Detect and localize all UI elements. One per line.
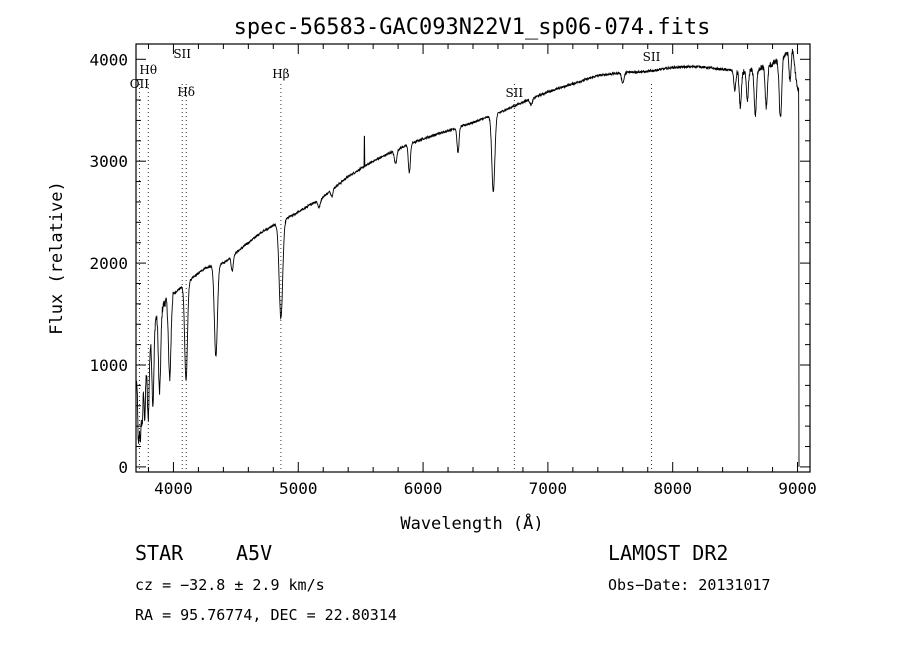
line-marker-label: Hβ [272,67,289,81]
line-marker-label: SII [505,86,523,100]
line-marker-label: SII [643,50,661,64]
y-tick-label: 1000 [89,356,128,375]
line-marker-label: Hθ [139,63,157,77]
chart-title: spec-56583-GAC093N22V1_sp06-074.fits [234,15,711,40]
x-tick-label: 8000 [653,479,692,498]
line-marker-label: OII [130,77,150,91]
spectral-subclass: A5V [236,541,272,565]
y-tick-label: 3000 [89,152,128,171]
x-tick-label: 7000 [529,479,568,498]
y-tick-label: 4000 [89,50,128,69]
observation-date: Obs−Date: 20131017 [608,576,771,594]
spectrum-line [136,48,800,467]
survey-name: LAMOST DR2 [608,541,728,565]
y-tick-label: 2000 [89,254,128,273]
redshift-text: cz = −32.8 ± 2.9 km/s [135,576,325,594]
coordinates-text: RA = 95.76774, DEC = 22.80314 [135,606,397,624]
x-tick-label: 4000 [154,479,193,498]
line-marker-label: SII [173,47,191,61]
x-tick-label: 9000 [778,479,817,498]
x-axis-label: Wavelength (Å) [400,512,543,534]
line-marker-label: Hδ [177,85,195,99]
object-class: STAR [135,541,184,565]
axis-ticks: 4000 5000 6000 7000 8000 9000 0 1000 2000 3000 400… [89,44,817,498]
x-tick-label: 5000 [279,479,318,498]
y-axis-label: Flux (relative) [47,181,67,335]
plot-frame [135,43,811,473]
y-tick-label: 0 [118,458,128,477]
x-tick-label: 6000 [404,479,443,498]
